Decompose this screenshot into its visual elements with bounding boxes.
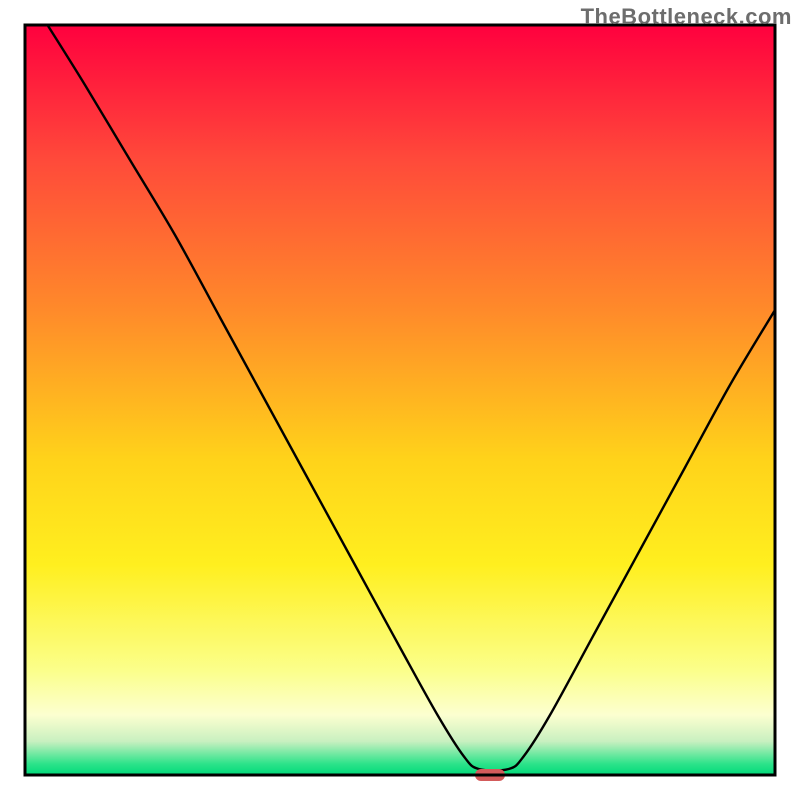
plot-background — [25, 25, 775, 775]
bottleneck-chart: TheBottleneck.com — [0, 0, 800, 800]
chart-canvas — [0, 0, 800, 800]
watermark-text: TheBottleneck.com — [581, 4, 792, 30]
